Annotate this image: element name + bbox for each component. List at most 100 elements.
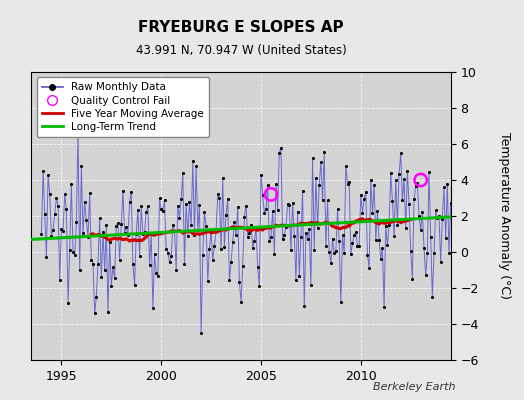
Point bbox=[360, 196, 368, 202]
Point bbox=[258, 192, 267, 199]
Point bbox=[315, 182, 323, 188]
Point bbox=[310, 247, 319, 253]
Point bbox=[182, 201, 190, 207]
Point bbox=[102, 222, 111, 228]
Point bbox=[190, 232, 199, 238]
Point bbox=[111, 275, 119, 281]
Point bbox=[46, 191, 54, 197]
Point bbox=[72, 219, 81, 225]
Point bbox=[169, 222, 177, 228]
Point bbox=[202, 222, 210, 229]
Point bbox=[92, 294, 101, 300]
Point bbox=[417, 177, 425, 183]
Point bbox=[155, 195, 163, 202]
Point bbox=[282, 224, 290, 230]
Point bbox=[452, 225, 460, 231]
Point bbox=[450, 193, 458, 200]
Point bbox=[193, 227, 202, 233]
Point bbox=[297, 234, 305, 240]
Point bbox=[453, 169, 462, 175]
Point bbox=[380, 304, 388, 310]
Point bbox=[192, 163, 200, 169]
Point bbox=[440, 184, 448, 190]
Point bbox=[375, 237, 383, 243]
Point bbox=[300, 303, 309, 309]
Point bbox=[309, 154, 317, 161]
Point bbox=[210, 242, 219, 249]
Point bbox=[97, 274, 105, 280]
Point bbox=[173, 202, 182, 209]
Point bbox=[436, 259, 445, 265]
Y-axis label: Temperature Anomaly (°C): Temperature Anomaly (°C) bbox=[498, 132, 511, 300]
Point bbox=[159, 207, 167, 214]
Point bbox=[163, 250, 172, 256]
Point bbox=[189, 158, 197, 164]
Point bbox=[177, 196, 185, 202]
Point bbox=[280, 232, 289, 238]
Point bbox=[135, 252, 144, 259]
Point bbox=[247, 222, 255, 228]
Point bbox=[393, 222, 401, 228]
Point bbox=[287, 247, 295, 254]
Point bbox=[62, 206, 71, 212]
Point bbox=[209, 257, 217, 264]
Point bbox=[417, 227, 425, 234]
Point bbox=[383, 242, 391, 248]
Point bbox=[278, 236, 287, 242]
Point bbox=[232, 232, 240, 238]
Point bbox=[217, 246, 225, 252]
Point bbox=[381, 223, 390, 229]
Point bbox=[204, 278, 212, 284]
Point bbox=[115, 256, 124, 263]
Point bbox=[401, 225, 410, 231]
Point bbox=[183, 232, 192, 239]
Point bbox=[373, 208, 381, 214]
Point bbox=[421, 272, 430, 278]
Point bbox=[74, 129, 82, 135]
Point bbox=[197, 330, 205, 336]
Point bbox=[445, 249, 453, 256]
Point bbox=[107, 282, 115, 289]
Point bbox=[54, 203, 62, 209]
Point bbox=[433, 215, 442, 221]
Point bbox=[112, 223, 121, 229]
Point bbox=[340, 250, 348, 256]
Point bbox=[132, 230, 140, 237]
Point bbox=[400, 176, 408, 182]
Point bbox=[339, 232, 347, 238]
Point bbox=[395, 170, 403, 177]
Point bbox=[242, 202, 250, 209]
Point bbox=[124, 232, 132, 238]
Point bbox=[219, 175, 227, 182]
Point bbox=[180, 261, 189, 267]
Point bbox=[212, 228, 220, 234]
Point bbox=[295, 273, 303, 279]
Point bbox=[162, 246, 170, 252]
Point bbox=[267, 234, 275, 240]
Point bbox=[285, 202, 293, 209]
Text: 43.991 N, 70.947 W (United States): 43.991 N, 70.947 W (United States) bbox=[136, 44, 346, 57]
Point bbox=[398, 197, 407, 204]
Point bbox=[441, 235, 450, 242]
Point bbox=[254, 264, 262, 271]
Text: FRYEBURG E SLOPES AP: FRYEBURG E SLOPES AP bbox=[138, 20, 344, 35]
Point bbox=[411, 183, 420, 189]
Point bbox=[252, 225, 260, 232]
Point bbox=[435, 213, 443, 219]
Point bbox=[336, 299, 345, 306]
Point bbox=[240, 214, 248, 220]
Point bbox=[329, 236, 337, 242]
Point bbox=[397, 150, 405, 156]
Point bbox=[443, 181, 452, 187]
Point bbox=[274, 207, 282, 214]
Point bbox=[283, 201, 292, 207]
Point bbox=[214, 191, 222, 198]
Point bbox=[245, 230, 254, 236]
Point bbox=[350, 232, 358, 238]
Point bbox=[117, 221, 125, 228]
Point bbox=[85, 190, 94, 196]
Point bbox=[250, 238, 258, 245]
Point bbox=[403, 168, 411, 174]
Point bbox=[199, 252, 207, 258]
Point bbox=[407, 248, 415, 254]
